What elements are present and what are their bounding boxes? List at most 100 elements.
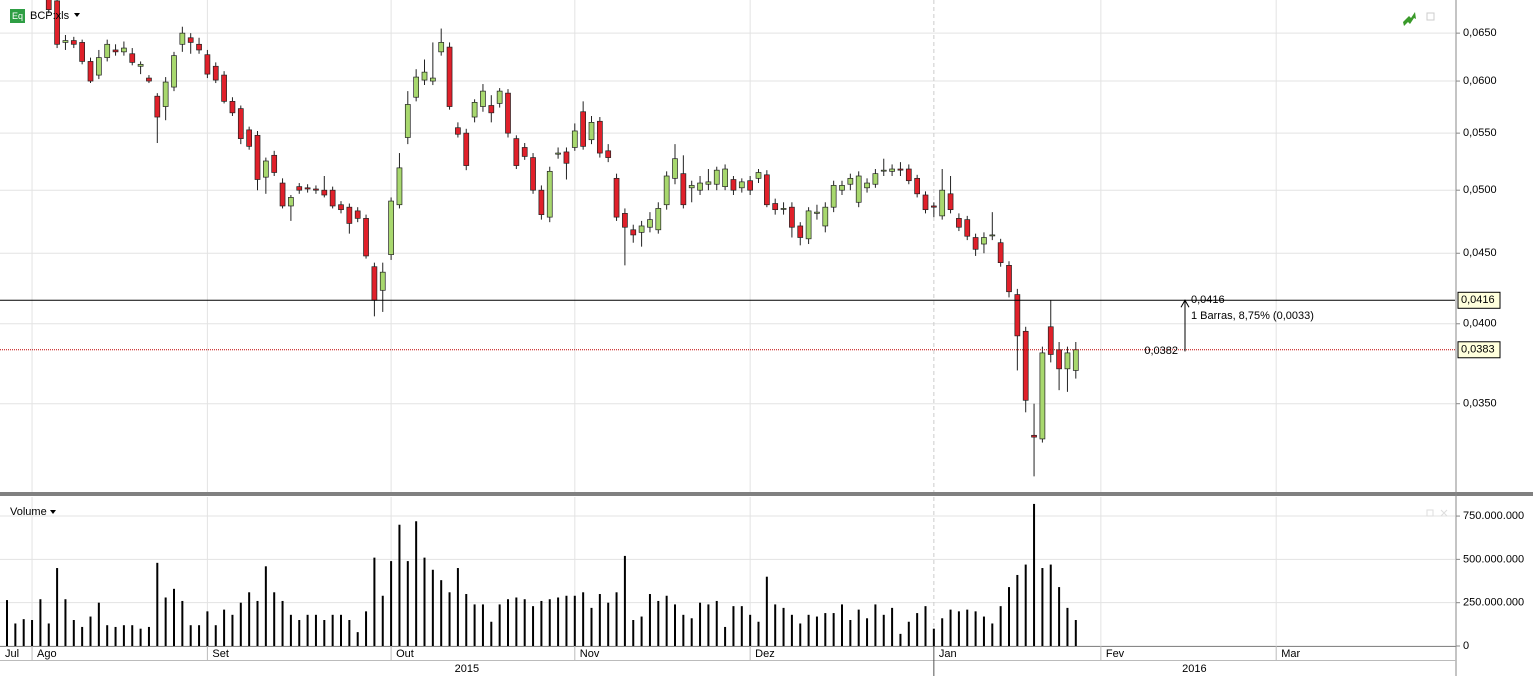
- volume-bar: [448, 592, 451, 646]
- volume-bar: [256, 600, 259, 646]
- volume-bar: [1066, 607, 1069, 646]
- candle-body: [455, 127, 461, 135]
- volume-bar: [690, 618, 693, 646]
- toolbar-icon[interactable]: [1440, 509, 1448, 517]
- candle-body: [1039, 352, 1046, 440]
- volume-bar: [607, 602, 610, 646]
- candle-body: [79, 42, 86, 62]
- volume-bar: [941, 618, 944, 646]
- volume-bar: [97, 602, 100, 646]
- candle-body: [730, 179, 737, 191]
- volume-bar: [131, 625, 134, 646]
- volume-bar: [1058, 587, 1061, 646]
- volume-bar: [373, 557, 376, 646]
- volume-bar: [289, 614, 292, 646]
- volume-bar: [765, 576, 768, 646]
- volume-title[interactable]: Volume: [10, 506, 47, 518]
- candle-body: [179, 32, 186, 45]
- y-tick-label: 0,0600: [1463, 75, 1497, 87]
- candle-body: [129, 53, 136, 63]
- x-tick-label: Set: [212, 648, 229, 660]
- volume-bar: [1049, 564, 1052, 646]
- candle-body: [546, 170, 553, 218]
- volume-bar: [849, 620, 852, 646]
- candle-body: [555, 152, 561, 155]
- candle-body: [288, 197, 294, 207]
- candle-body: [413, 76, 419, 98]
- volume-bar: [774, 604, 777, 646]
- volume-bar: [665, 595, 668, 646]
- volume-bar: [966, 609, 969, 646]
- dropdown-arrow[interactable]: [50, 510, 56, 514]
- volume-bar: [273, 592, 276, 646]
- volume-bar: [715, 600, 718, 646]
- volume-bar: [89, 616, 92, 646]
- candle-body: [864, 182, 870, 189]
- volume-bar: [565, 595, 568, 646]
- volume-bar: [81, 626, 84, 646]
- candle-body: [321, 189, 328, 196]
- candle-body: [221, 74, 227, 102]
- measure-to-label: 0,0416: [1191, 294, 1225, 306]
- symbol[interactable]: BCP:xls: [30, 10, 70, 22]
- volume-bar: [657, 600, 660, 646]
- volume-bar: [573, 595, 576, 646]
- volume-bar: [106, 625, 109, 646]
- y-tick-label: 0,0450: [1463, 247, 1497, 259]
- volume-bar: [490, 621, 493, 646]
- volume-bar: [999, 606, 1002, 646]
- candle-body: [430, 77, 436, 82]
- x-tick-label: Mar: [1281, 648, 1300, 660]
- volume-bar: [523, 599, 526, 646]
- volume-bar: [481, 604, 484, 646]
- volume-bar: [22, 619, 25, 646]
- volume-bar: [598, 594, 601, 646]
- volume-bar: [982, 616, 985, 646]
- candle-body: [613, 177, 620, 218]
- volume-bar: [139, 628, 142, 646]
- volume-bar: [674, 604, 676, 646]
- candle-body: [162, 81, 169, 107]
- toolbar-icon[interactable]: [1426, 509, 1434, 517]
- volume-bar: [423, 557, 426, 646]
- volume-bar: [648, 594, 651, 646]
- volume-bar: [47, 623, 50, 646]
- volume-bar: [164, 597, 167, 646]
- candle-body: [839, 185, 845, 191]
- volume-bar: [231, 614, 234, 646]
- toolbar-icon[interactable]: [1403, 12, 1416, 26]
- price-label-box: [1457, 291, 1501, 309]
- volume-bar: [340, 614, 342, 646]
- volume-bar: [214, 625, 217, 646]
- candle-body: [889, 168, 895, 172]
- volume-bar: [807, 614, 810, 646]
- y-tick-label: 0,0550: [1463, 127, 1497, 139]
- volume-bar: [932, 628, 935, 646]
- candle-body: [738, 181, 745, 189]
- volume-bar: [323, 620, 326, 646]
- volume-bar: [248, 592, 251, 646]
- candle-body: [763, 174, 770, 206]
- volume-bar: [582, 592, 585, 646]
- volume-bar: [1041, 568, 1044, 646]
- volume-bar: [415, 521, 418, 646]
- volume-bar: [431, 569, 434, 646]
- candle-body: [697, 182, 703, 191]
- toolbar-icon[interactable]: [1426, 12, 1435, 21]
- candle-body: [972, 237, 979, 250]
- volume-bar: [1008, 587, 1010, 646]
- candle-body: [279, 182, 286, 207]
- volume-bar: [540, 600, 543, 646]
- volume-bar: [314, 614, 317, 646]
- volume-bar: [515, 597, 518, 646]
- candle-body: [87, 61, 94, 82]
- candle-body: [630, 229, 637, 236]
- candle-body: [747, 180, 754, 191]
- dropdown-arrow[interactable]: [74, 13, 80, 17]
- x-tick-label: Dez: [755, 648, 775, 660]
- volume-bar: [623, 555, 626, 646]
- volume-bar: [557, 597, 560, 646]
- volume-bar: [1016, 574, 1019, 646]
- candle-body: [997, 242, 1004, 263]
